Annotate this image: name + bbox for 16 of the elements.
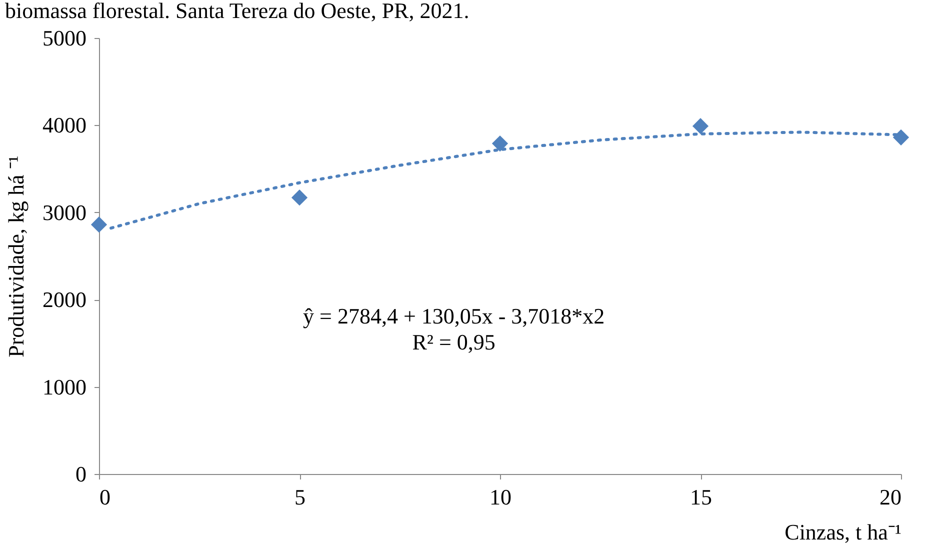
x-tick-label: 20	[880, 484, 902, 510]
annotation: ŷ = 2784,4 + 130,05x - 3,7018*x2	[303, 303, 605, 328]
y-tick-label: 1000	[42, 374, 86, 400]
y-tick-label: 2000	[42, 287, 86, 312]
y-tick-label: 4000	[42, 112, 86, 138]
y-tick-label: 5000	[42, 26, 86, 50]
y-tick-label: 0	[76, 462, 86, 486]
x-tick-label: 5	[294, 484, 306, 510]
y-tick-label: 3000	[42, 200, 86, 225]
x-tick-label: 0	[100, 484, 110, 510]
chart-title: biomassa florestal. Santa Tereza do Oeste, PR, 2021.	[5, 0, 470, 23]
y-axis-title: Produtividade, kg há ⁻¹	[4, 156, 28, 358]
x-axis-title: Cinzas, t ha⁻¹	[784, 520, 902, 544]
x-tick-label: 10	[490, 484, 512, 510]
x-tick-label: 15	[690, 484, 712, 510]
annotation: R² = 0,95	[412, 330, 496, 354]
